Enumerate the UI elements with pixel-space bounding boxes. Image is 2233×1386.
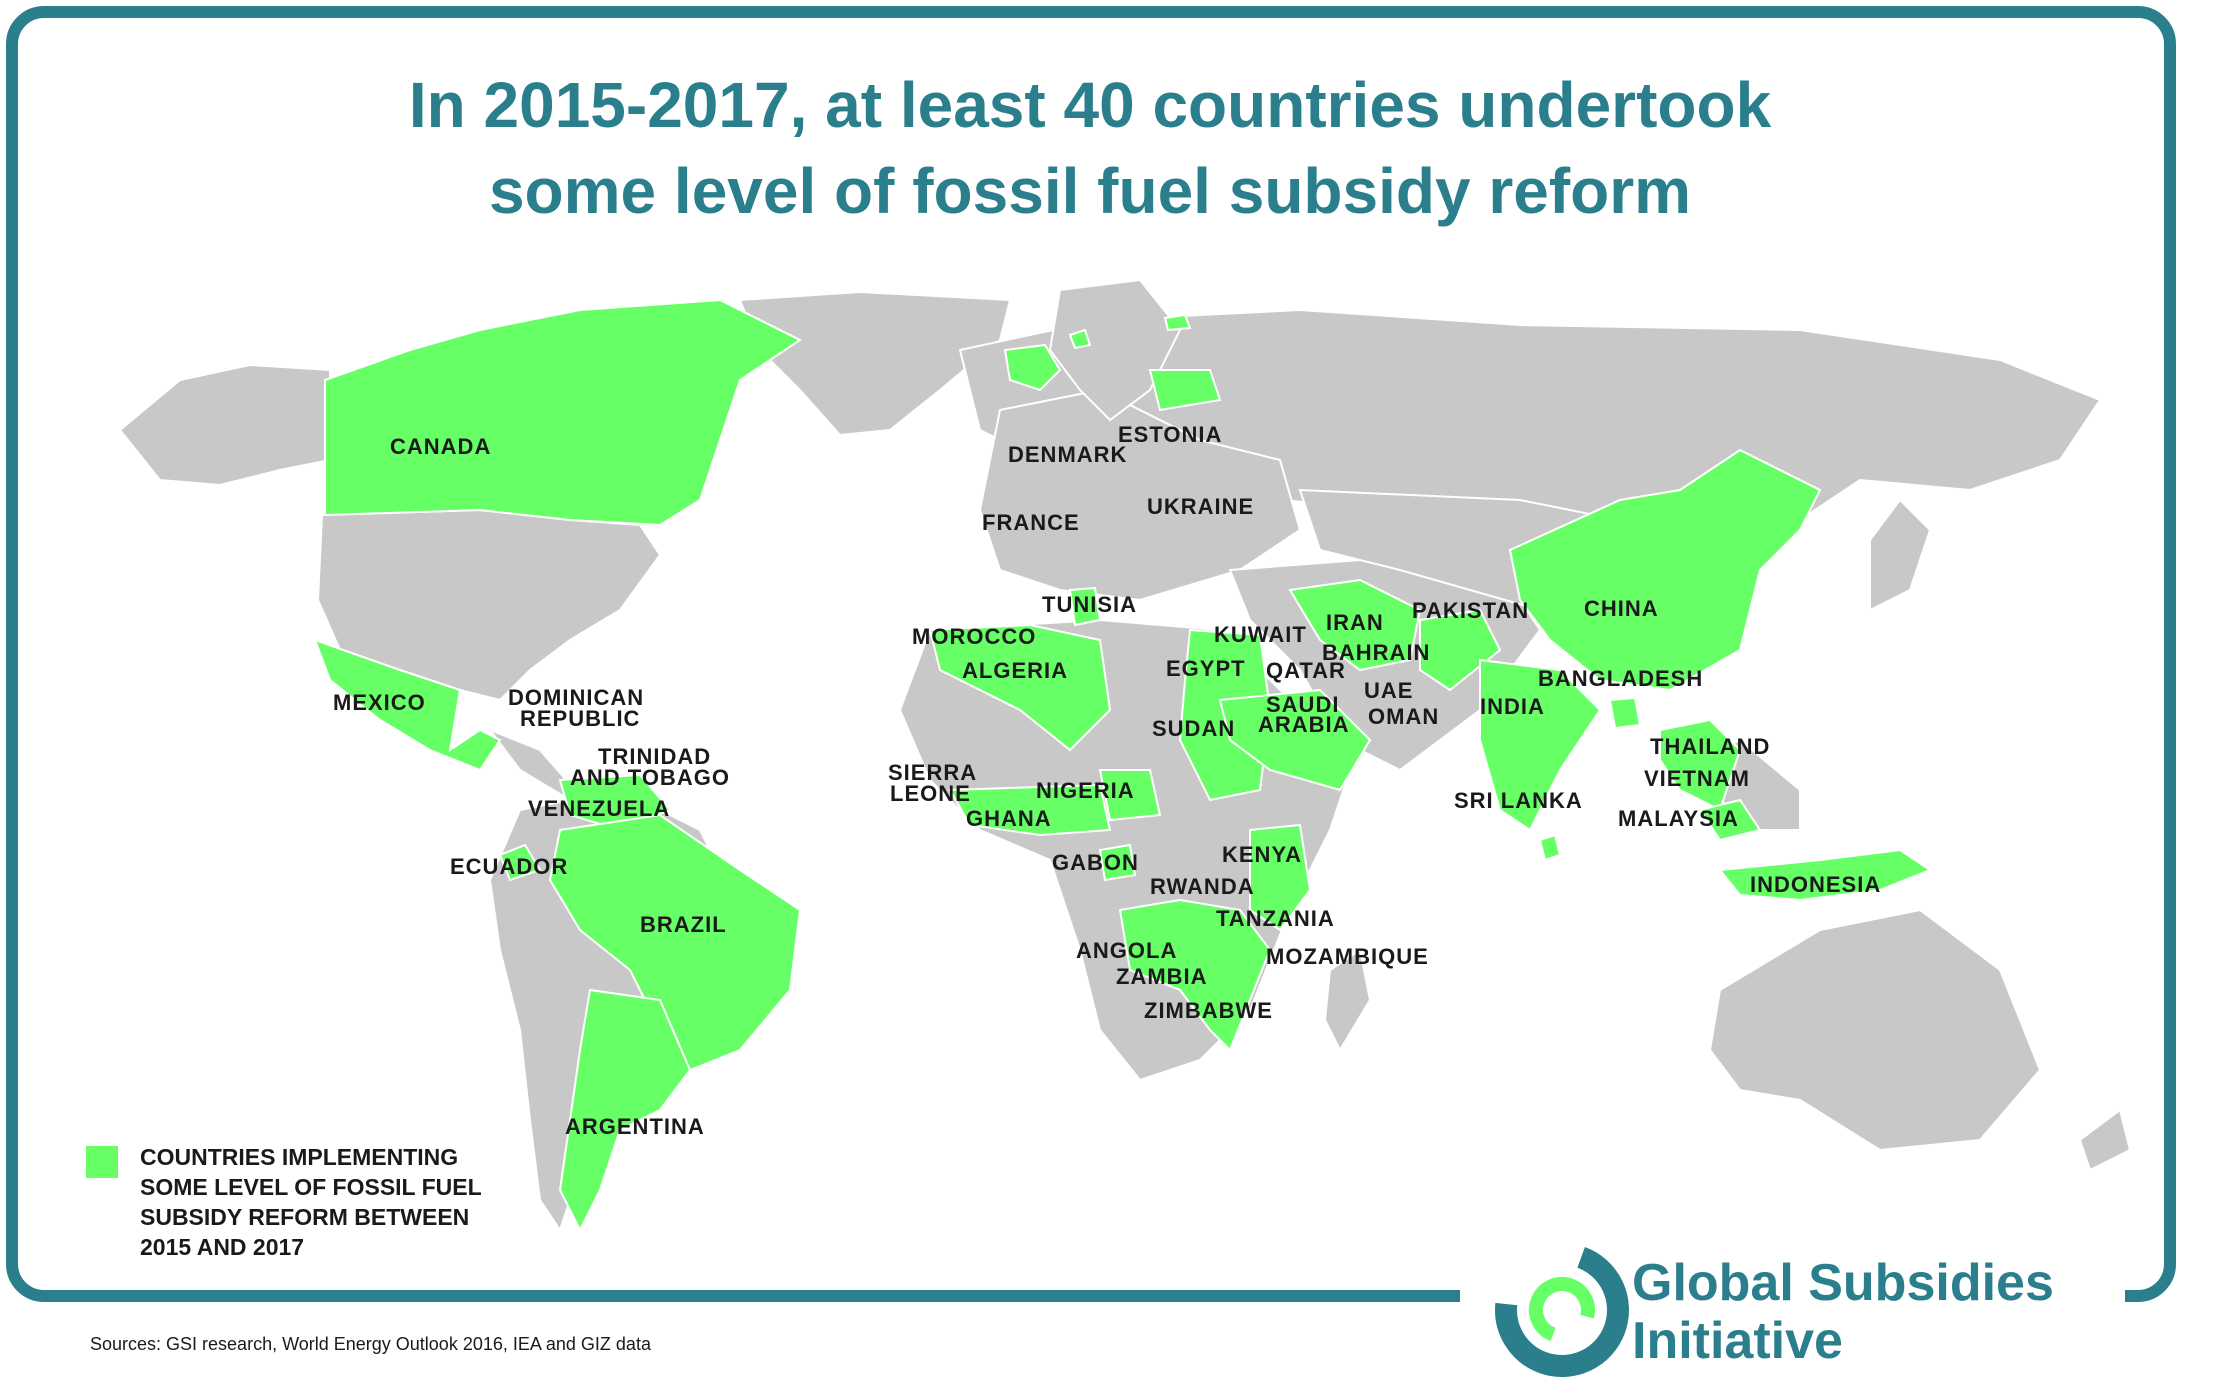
region-pakistan [1419, 608, 1502, 692]
label-trinidad-2: AND TOBAGO [570, 765, 730, 790]
label-mexico: MEXICO [333, 690, 426, 715]
label-ghana: GHANA [966, 806, 1052, 831]
label-zimbabwe: ZIMBABWE [1144, 998, 1273, 1023]
label-sierra-leone-2: LEONE [890, 781, 971, 806]
label-estonia: ESTONIA [1118, 422, 1222, 447]
region-france [1003, 343, 1062, 392]
label-sierra-leone-1: SIERRA [888, 760, 977, 785]
legend-text: COUNTRIES IMPLEMENTING SOME LEVEL OF FOS… [140, 1144, 482, 1260]
region-nigeria [1098, 769, 1162, 822]
label-ukraine: UKRAINE [1147, 494, 1254, 519]
label-kenya: KENYA [1222, 842, 1302, 867]
region-morocco-algeria [928, 623, 1112, 752]
legend-swatch [86, 1146, 118, 1178]
label-bangladesh: BANGLADESH [1538, 666, 1703, 691]
label-dominican-republic-2: REPUBLIC [520, 706, 640, 731]
region-mexico [313, 638, 502, 772]
region-tunisia [1068, 586, 1102, 627]
label-kuwait: KUWAIT [1214, 622, 1307, 647]
region-argentina [558, 988, 692, 1233]
label-vietnam: VIETNAM [1644, 766, 1750, 791]
land-reform [313, 298, 1933, 1233]
label-denmark: DENMARK [1008, 442, 1127, 467]
label-zambia: ZAMBIA [1116, 964, 1208, 989]
label-indonesia: INDONESIA [1750, 872, 1881, 897]
label-brazil: BRAZIL [640, 912, 727, 937]
region-gabon [1098, 843, 1137, 882]
greenland [738, 290, 1012, 437]
region-sri-lanka [1538, 833, 1562, 862]
label-qatar: QATAR [1266, 658, 1346, 683]
label-egypt: EGYPT [1166, 656, 1246, 681]
scandinavia [1048, 278, 1182, 422]
region-southern-africa [1118, 898, 1272, 1052]
label-mozambique: MOZAMBIQUE [1266, 944, 1429, 969]
alaska [118, 363, 331, 487]
circular-arrows-icon [1495, 1243, 1629, 1377]
label-rwanda: RWANDA [1150, 874, 1255, 899]
sources-note: Sources: GSI research, World Energy Outl… [90, 1334, 651, 1354]
label-trinidad-1: TRINIDAD [598, 744, 711, 769]
label-venezuela: VENEZUELA [528, 796, 670, 821]
madagascar [1323, 948, 1372, 1053]
region-arabia [1218, 688, 1372, 792]
label-gabon: GABON [1052, 850, 1139, 875]
region-indonesia [1718, 848, 1933, 902]
label-iran: IRAN [1326, 610, 1384, 635]
label-tunisia: TUNISIA [1042, 592, 1137, 617]
new-zealand [2078, 1108, 2132, 1172]
label-india: INDIA [1480, 694, 1545, 719]
label-uae: UAE [1364, 678, 1413, 703]
world-map: CANADA MEXICO DOMINICAN REPUBLIC TRINIDA… [118, 278, 2132, 1233]
region-iran [1288, 578, 1422, 672]
label-thailand: THAILAND [1650, 734, 1770, 759]
country-labels: CANADA MEXICO DOMINICAN REPUBLIC TRINIDA… [333, 422, 1881, 1139]
region-malaysia [1698, 798, 1762, 842]
label-ecuador: ECUADOR [450, 854, 568, 879]
region-estonia [1163, 313, 1192, 332]
label-dominican-republic-1: DOMINICAN [508, 685, 644, 710]
region-east-africa [1249, 823, 1312, 932]
region-china [1508, 448, 1822, 692]
australia [1708, 908, 2042, 1152]
region-bangladesh [1608, 696, 1642, 730]
label-china: CHINA [1584, 596, 1659, 621]
label-pakistan: PAKISTAN [1412, 598, 1529, 623]
region-brazil [548, 813, 802, 1072]
label-france: FRANCE [982, 510, 1080, 535]
label-saudi-arabia-1: SAUDI [1266, 692, 1339, 717]
label-oman: OMAN [1368, 704, 1439, 729]
label-bahrain: BAHRAIN [1322, 640, 1430, 665]
region-ukraine [1148, 369, 1222, 412]
label-canada: CANADA [390, 434, 491, 459]
label-malaysia: MALAYSIA [1618, 806, 1739, 831]
label-angola: ANGOLA [1076, 938, 1177, 963]
region-ecuador [498, 843, 542, 882]
map-title: In 2015-2017, at least 40 countries unde… [408, 69, 1772, 227]
label-argentina: ARGENTINA [565, 1114, 705, 1139]
label-sri-lanka: SRI LANKA [1454, 788, 1583, 813]
label-saudi-arabia-2: ARABIA [1258, 712, 1350, 737]
organization-name: Global Subsidies Initiative [1632, 1254, 2054, 1370]
region-denmark [1068, 328, 1092, 350]
region-india [1479, 658, 1602, 832]
region-west-africa [948, 783, 1112, 837]
label-nigeria: NIGERIA [1036, 778, 1135, 803]
label-tanzania: TANZANIA [1216, 906, 1335, 931]
label-algeria: ALGERIA [962, 658, 1068, 683]
japan [1869, 498, 1932, 612]
region-canada [324, 298, 802, 527]
label-morocco: MOROCCO [912, 624, 1036, 649]
label-sudan: SUDAN [1152, 716, 1235, 741]
